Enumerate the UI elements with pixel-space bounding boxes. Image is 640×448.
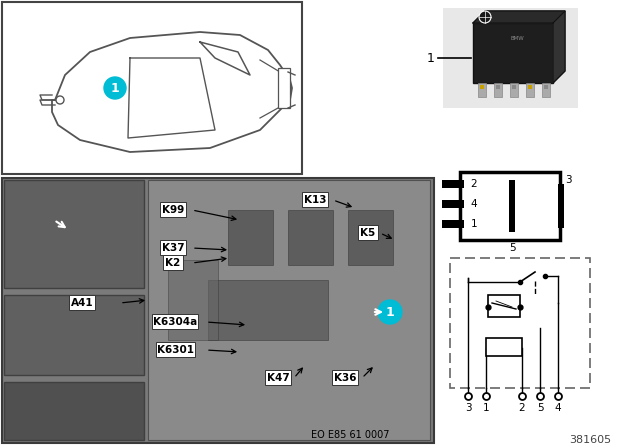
Text: K5: K5 [360,228,376,238]
Text: 1: 1 [470,219,477,229]
Polygon shape [553,11,565,83]
Circle shape [56,96,64,104]
Bar [544,85,548,89]
Bar [4,180,144,288]
Text: 5: 5 [509,243,515,253]
Circle shape [104,77,126,99]
Bar [512,85,516,89]
Bar [168,260,218,340]
Bar [442,180,464,188]
Bar [526,83,534,97]
Bar [148,180,430,440]
Text: K37: K37 [162,243,184,253]
Bar [486,338,522,356]
Text: 381605: 381605 [569,435,611,445]
Bar [509,180,515,232]
Bar [2,178,434,443]
Bar [163,255,183,271]
Bar [478,83,486,97]
Bar [301,193,328,207]
Circle shape [378,300,402,324]
Text: 2: 2 [470,179,477,189]
Bar [496,85,500,89]
Bar [510,83,518,97]
Bar [358,225,378,241]
Text: 4: 4 [470,199,477,209]
Bar [473,23,553,83]
Text: K2: K2 [165,258,180,268]
Text: K36: K36 [333,373,356,383]
Bar [288,210,333,265]
Bar [152,314,198,329]
Text: A41: A41 [70,298,93,308]
Text: 1: 1 [483,403,490,413]
Bar [4,382,144,440]
Text: K6301: K6301 [157,345,193,355]
Polygon shape [473,11,565,23]
Bar [265,370,291,385]
Bar [442,220,464,228]
Text: K99: K99 [162,205,184,215]
Text: EO E85 61 0007: EO E85 61 0007 [311,430,389,440]
Bar [332,370,358,385]
Circle shape [479,11,491,23]
Text: K6304a: K6304a [153,317,197,327]
Bar [443,8,578,108]
Text: 1: 1 [386,306,394,319]
Bar [2,2,302,174]
Text: 3: 3 [465,403,471,413]
Bar [278,68,290,108]
Bar [160,202,186,217]
Bar [488,295,520,317]
Text: BMW: BMW [510,35,524,40]
Bar [208,280,328,340]
Bar [528,85,532,89]
Text: 4: 4 [555,403,561,413]
Bar [68,296,95,310]
Bar [160,241,186,255]
Text: 1: 1 [427,52,435,65]
Text: 2: 2 [518,403,525,413]
Bar [558,184,564,228]
Text: 3: 3 [564,175,572,185]
Text: K47: K47 [267,373,289,383]
Bar [4,295,144,375]
Text: 1: 1 [111,82,120,95]
Bar [480,85,484,89]
Bar [542,83,550,97]
Bar [156,343,195,358]
Bar [442,200,464,208]
Bar [228,210,273,265]
Bar [450,258,590,388]
Bar [348,210,393,265]
Text: K13: K13 [304,195,326,205]
Bar [494,83,502,97]
Text: 5: 5 [537,403,543,413]
Bar [460,172,560,240]
